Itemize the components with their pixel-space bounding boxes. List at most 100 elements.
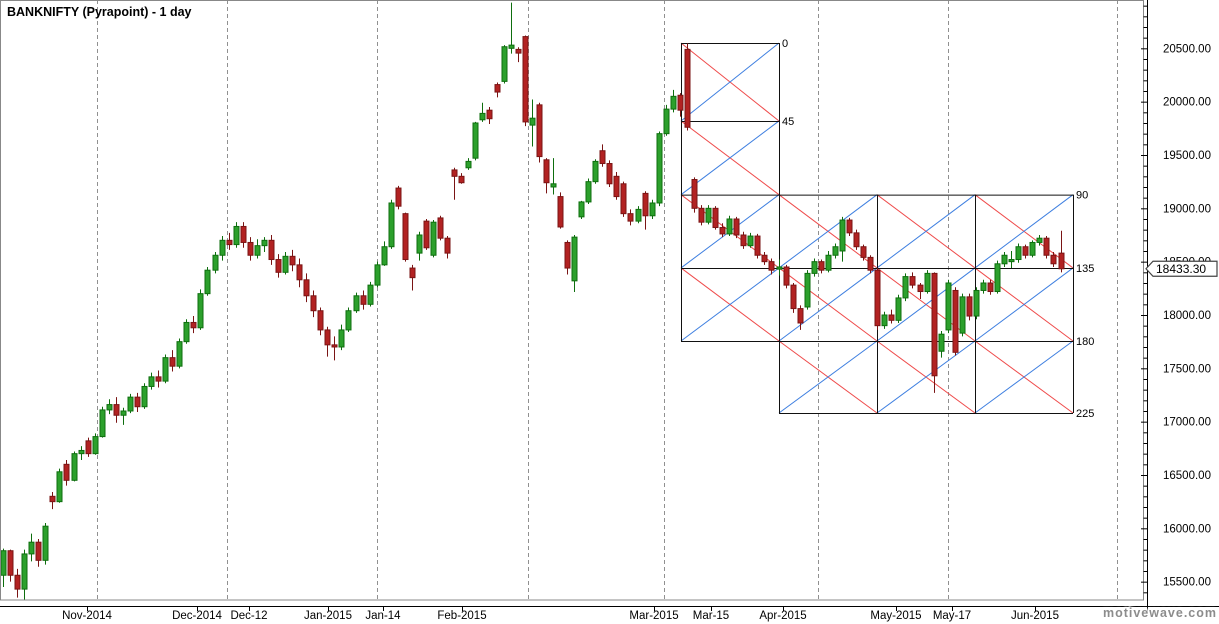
candle xyxy=(233,225,240,246)
candle xyxy=(832,246,839,256)
candle xyxy=(409,267,416,279)
candle xyxy=(49,495,56,503)
candle xyxy=(113,404,120,416)
candle xyxy=(776,266,783,270)
candle xyxy=(56,471,63,503)
candle xyxy=(14,574,21,590)
svg-text:Dec-12: Dec-12 xyxy=(230,610,267,622)
svg-text:Mar-2015: Mar-2015 xyxy=(629,610,678,622)
candle xyxy=(190,321,197,329)
candle xyxy=(254,245,261,256)
chart-border xyxy=(0,0,1144,601)
candle xyxy=(888,314,895,321)
candle xyxy=(719,227,726,235)
candle xyxy=(599,150,606,165)
candle xyxy=(881,314,888,327)
candle xyxy=(212,254,219,271)
candle xyxy=(677,94,684,111)
candles xyxy=(0,2,1065,600)
candle xyxy=(649,202,656,217)
svg-text:Jan-14: Jan-14 xyxy=(365,610,401,622)
candle xyxy=(1015,246,1022,261)
candle xyxy=(768,261,775,271)
svg-text:135: 135 xyxy=(1076,263,1094,275)
candle xyxy=(620,183,627,215)
candle xyxy=(444,237,451,254)
svg-text:90: 90 xyxy=(1076,190,1088,202)
candle xyxy=(1058,252,1065,270)
chart-title: BANKNIFTY (Pyrapoint) - 1 day xyxy=(7,5,192,19)
candle xyxy=(388,202,395,248)
candle xyxy=(345,310,352,331)
candle xyxy=(712,207,719,229)
candle xyxy=(381,246,388,266)
candle xyxy=(860,246,867,258)
candle xyxy=(783,266,790,286)
candle xyxy=(867,256,874,271)
candle xyxy=(508,44,515,49)
candle xyxy=(613,175,620,198)
candle xyxy=(902,276,909,299)
candle xyxy=(635,208,642,222)
svg-text:Nov-2014: Nov-2014 xyxy=(62,610,112,622)
candle xyxy=(670,95,677,110)
candle xyxy=(63,463,70,481)
candle xyxy=(120,410,127,416)
candle xyxy=(945,282,952,331)
candle xyxy=(465,160,472,169)
candle xyxy=(261,239,268,247)
candle xyxy=(966,296,973,317)
candle xyxy=(28,541,35,555)
candle xyxy=(839,219,846,252)
candle xyxy=(825,254,832,271)
candle xyxy=(437,217,444,239)
candle xyxy=(21,553,28,590)
candle xyxy=(85,440,92,455)
candle xyxy=(0,550,7,576)
candle xyxy=(606,163,613,185)
candle xyxy=(451,169,458,177)
candle xyxy=(515,48,522,54)
candle xyxy=(684,48,691,128)
svg-text:Apr-2015: Apr-2015 xyxy=(759,610,806,622)
candle xyxy=(550,183,557,188)
candle xyxy=(219,239,226,256)
candle xyxy=(592,160,599,183)
candle xyxy=(127,396,134,412)
candle xyxy=(909,276,916,286)
candle xyxy=(155,376,162,382)
candle xyxy=(423,220,430,249)
candle xyxy=(92,436,99,455)
candle xyxy=(804,272,811,308)
candle xyxy=(338,329,345,348)
candle xyxy=(1029,241,1036,256)
candle xyxy=(747,235,754,247)
candle xyxy=(282,255,289,273)
candle xyxy=(790,284,797,310)
svg-text:15500.00: 15500.00 xyxy=(1163,577,1211,589)
time-axis[interactable]: Nov-2014 Dec-2014 Dec-12 Jan-2015 Jan-14 Feb-… xyxy=(0,606,1219,622)
candle xyxy=(310,295,317,312)
candle xyxy=(106,404,113,411)
candle xyxy=(853,232,860,248)
candle xyxy=(1043,237,1050,256)
candle xyxy=(1036,237,1043,243)
svg-text:19000.00: 19000.00 xyxy=(1163,203,1211,215)
svg-text:0: 0 xyxy=(782,38,788,50)
candle xyxy=(99,409,106,438)
candle xyxy=(204,269,211,295)
candle xyxy=(973,289,980,317)
svg-text:Feb-2015: Feb-2015 xyxy=(437,610,486,622)
svg-text:Mar-15: Mar-15 xyxy=(693,610,729,622)
candle xyxy=(846,219,853,234)
candle xyxy=(395,187,402,207)
candle xyxy=(522,36,529,123)
candle xyxy=(240,225,247,243)
svg-text:17500.00: 17500.00 xyxy=(1163,363,1211,375)
candle xyxy=(1001,254,1008,265)
candle xyxy=(303,279,310,297)
candle xyxy=(402,213,409,261)
candle xyxy=(987,282,994,293)
